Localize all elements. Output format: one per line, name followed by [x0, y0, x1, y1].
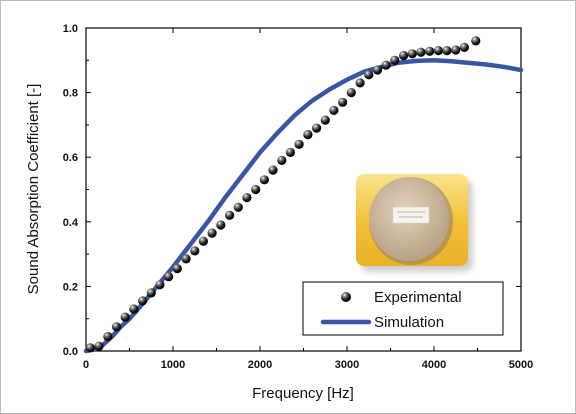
experimental-point — [251, 184, 261, 195]
experimental-point — [442, 46, 452, 56]
experimental-point — [338, 97, 348, 107]
experimental-point — [355, 78, 365, 88]
x-tick-label: 1000 — [161, 359, 185, 371]
experimental-point — [372, 65, 383, 75]
x-tick-label: 0 — [83, 359, 89, 371]
y-tick-label: 0.2 — [63, 281, 78, 293]
experimental-point — [198, 236, 208, 246]
experimental-point — [138, 296, 148, 306]
experimental-point — [207, 228, 217, 238]
experimental-point — [103, 331, 113, 342]
experimental-point — [172, 264, 182, 274]
experimental-point — [346, 88, 356, 98]
axis-ticks — [85, 27, 522, 352]
experimental-point — [146, 288, 156, 298]
experimental-point — [190, 246, 200, 256]
experimental-point — [233, 202, 243, 212]
y-tick-label: 0.6 — [63, 152, 78, 164]
experimental-point — [416, 47, 426, 57]
experimental-point — [294, 139, 304, 149]
legend-label-simulation: Simulation — [374, 314, 444, 331]
y-tick-label: 1.0 — [63, 23, 78, 35]
experimental-point — [111, 322, 122, 332]
experimental-point — [364, 70, 374, 80]
experimental-point — [390, 55, 400, 65]
experimental-point — [277, 155, 287, 165]
experimental-point — [329, 105, 339, 115]
series-experimental — [85, 36, 481, 353]
y-tick-label: 0.4 — [63, 217, 79, 229]
x-tick-label: 3000 — [335, 359, 359, 371]
experimental-point — [303, 130, 313, 140]
experimental-point — [320, 115, 330, 125]
experimental-point — [242, 193, 252, 203]
experimental-point — [129, 304, 139, 314]
experimental-point — [433, 46, 443, 56]
experimental-point — [425, 46, 435, 56]
tick-labels: 0 1000 2000 3000 4000 5000 0.0 0.2 0.4 0.6 0.8 1.0 — [63, 23, 534, 371]
experimental-point — [94, 341, 104, 351]
experimental-point — [471, 36, 481, 46]
x-tick-label: 4000 — [422, 359, 446, 371]
experimental-point — [285, 147, 295, 157]
x-axis-label: Frequency [Hz] — [252, 385, 354, 402]
y-axis-label: Sound Absorption Coefficient [-] — [25, 84, 42, 295]
experimental-point — [381, 60, 391, 70]
experimental-point — [399, 50, 409, 61]
experimental-point — [407, 49, 417, 59]
experimental-point — [225, 210, 235, 220]
y-tick-label: 0.0 — [63, 346, 78, 358]
experimental-point — [268, 165, 278, 175]
legend-marker-experimental — [341, 292, 351, 302]
x-tick-label: 5000 — [509, 359, 533, 371]
x-tick-label: 2000 — [248, 359, 272, 371]
experimental-point — [181, 254, 191, 264]
experimental-point — [216, 220, 226, 230]
legend-label-experimental: Experimental — [374, 289, 462, 306]
sample-photo — [356, 174, 473, 272]
experimental-point — [155, 280, 165, 290]
experimental-point — [85, 343, 95, 353]
experimental-point — [459, 42, 469, 53]
sample-label — [392, 206, 430, 224]
y-tick-label: 0.8 — [63, 88, 78, 100]
experimental-point — [120, 312, 130, 322]
experimental-point — [312, 123, 322, 133]
experimental-point — [451, 45, 461, 55]
legend: Experimental Simulation — [302, 281, 504, 336]
experimental-point — [164, 272, 174, 282]
experimental-point — [259, 175, 269, 185]
legend-box — [302, 281, 504, 336]
